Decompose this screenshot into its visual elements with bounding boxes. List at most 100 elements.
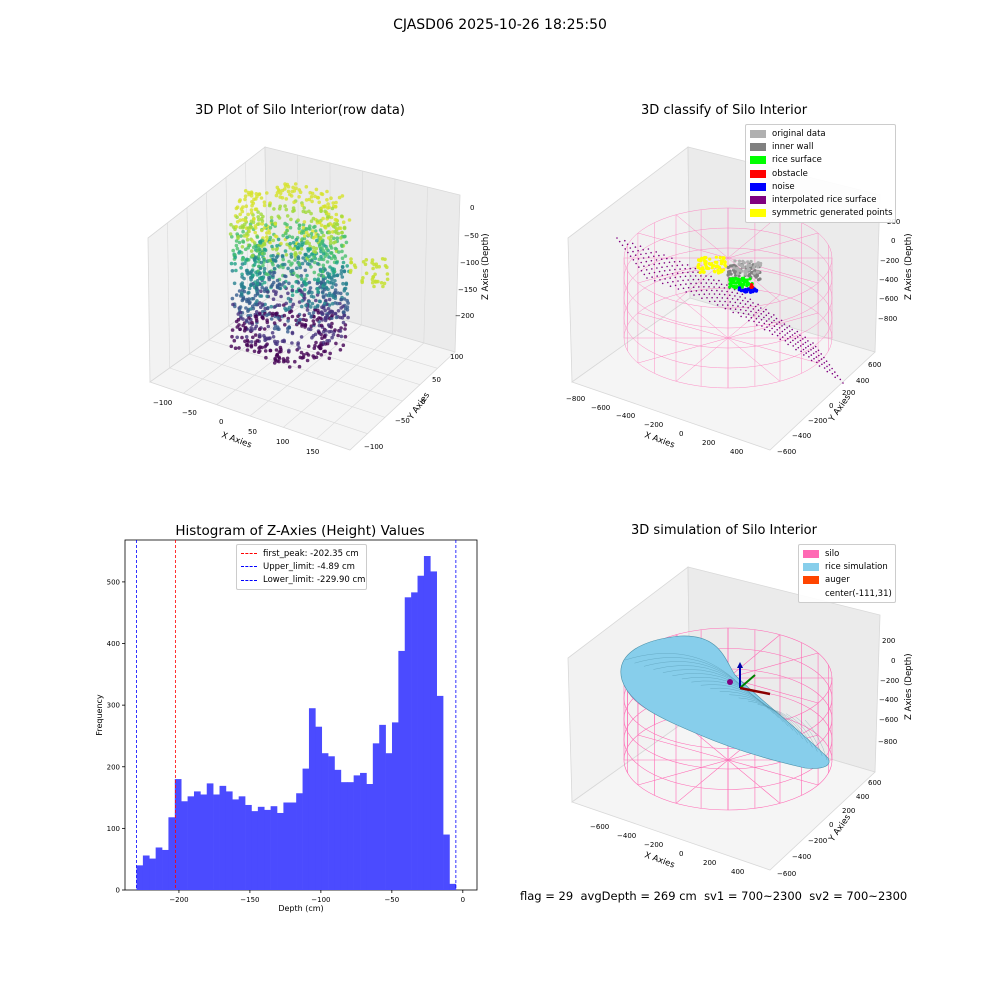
data-point	[340, 249, 344, 254]
data-point	[260, 315, 265, 319]
data-point	[254, 302, 259, 307]
interpolated-point	[618, 240, 621, 243]
data-point	[286, 189, 291, 194]
data-point	[342, 234, 347, 239]
data-point	[290, 331, 295, 336]
data-point	[341, 310, 346, 314]
data-point	[255, 338, 260, 343]
y-tick: 0	[829, 821, 833, 829]
data-point	[269, 304, 274, 309]
data-point	[239, 207, 244, 211]
data-point	[336, 333, 340, 338]
z-tick: −150	[458, 286, 477, 294]
data-point	[273, 356, 277, 361]
data-point	[245, 348, 250, 352]
data-point	[279, 349, 283, 354]
interpolated-point	[724, 307, 727, 310]
interpolated-point	[736, 292, 739, 295]
data-point	[246, 291, 250, 295]
interpolated-point	[695, 282, 697, 285]
interpolated-point	[720, 283, 723, 286]
data-point	[266, 324, 271, 329]
data-point	[293, 251, 298, 255]
data-point	[229, 344, 234, 349]
grid-line	[361, 170, 363, 326]
data-point	[294, 237, 299, 242]
data-point	[343, 334, 348, 339]
data-point	[297, 318, 301, 322]
data-point	[233, 262, 237, 266]
interpolated-point	[669, 269, 671, 271]
interpolated-point	[635, 262, 637, 265]
data-point	[291, 209, 295, 214]
data-point	[241, 317, 245, 321]
data-point	[303, 268, 308, 273]
data-point	[325, 271, 330, 276]
interpolated-point	[716, 304, 719, 306]
data-point	[267, 259, 271, 263]
data-point	[284, 231, 288, 236]
data-point	[290, 268, 295, 273]
data-point	[247, 229, 251, 234]
data-point	[310, 290, 314, 295]
data-point	[246, 340, 250, 344]
data-point	[311, 311, 316, 315]
data-point	[286, 359, 290, 364]
data-point	[287, 281, 291, 286]
data-point	[344, 240, 349, 245]
data-point	[314, 355, 319, 360]
data-point	[289, 309, 294, 313]
data-point	[258, 240, 262, 244]
data-point	[321, 295, 326, 300]
interpolated-point	[650, 259, 653, 262]
data-point	[288, 225, 293, 230]
data-point	[234, 243, 239, 248]
data-point	[323, 209, 327, 214]
data-point	[285, 356, 290, 361]
data-point	[283, 359, 287, 363]
data-point	[326, 202, 330, 206]
y-tick: −50	[395, 417, 410, 425]
data-point	[285, 242, 289, 247]
data-point	[235, 220, 240, 224]
interpolated-point	[701, 297, 703, 300]
data-point	[271, 270, 276, 275]
interpolated-point	[640, 261, 642, 264]
data-point	[301, 317, 306, 322]
plot4-title: 3D simulation of Silo Interior	[631, 523, 817, 538]
data-point	[286, 319, 290, 323]
data-point	[317, 330, 321, 335]
data-point	[303, 325, 307, 329]
interpolated-point	[760, 319, 763, 321]
data-point	[241, 229, 245, 234]
interpolated-point	[714, 300, 716, 303]
data-point	[276, 214, 281, 219]
interpolated-point	[723, 287, 726, 289]
grid-line	[225, 177, 229, 327]
data-point	[337, 250, 341, 254]
interpolated-point	[677, 288, 680, 290]
data-point	[283, 204, 287, 208]
interpolated-point	[711, 289, 713, 292]
sv1-value: sv1 = 700~2300	[704, 889, 802, 903]
data-point	[321, 311, 325, 316]
data-point	[268, 235, 273, 240]
data-point	[341, 281, 345, 286]
data-point	[319, 353, 324, 357]
silo-spoke	[727, 337, 781, 382]
interpolated-point	[660, 258, 663, 261]
data-point	[241, 296, 245, 301]
data-point	[244, 306, 248, 310]
interpolated-point	[706, 297, 708, 299]
data-point	[275, 285, 280, 290]
data-point	[252, 217, 256, 221]
data-point	[327, 205, 331, 210]
data-point	[247, 286, 252, 291]
interpolated-point	[668, 261, 671, 264]
interpolated-point	[624, 248, 626, 250]
data-point	[266, 336, 270, 341]
data-point	[319, 223, 324, 228]
data-point	[345, 305, 350, 309]
data-point	[317, 299, 322, 304]
